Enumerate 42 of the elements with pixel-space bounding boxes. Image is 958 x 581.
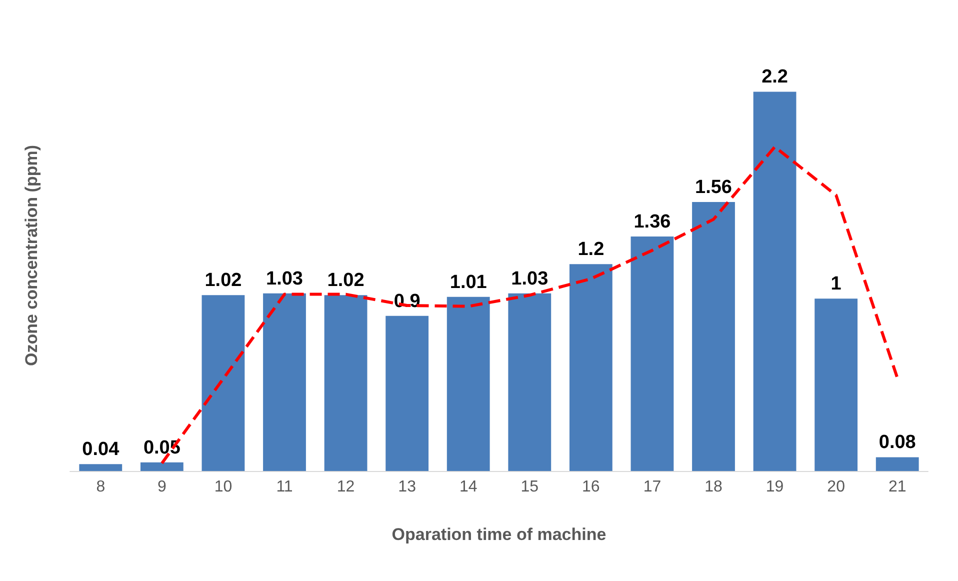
data-label: 1.36 bbox=[634, 212, 671, 233]
bar bbox=[263, 293, 306, 471]
data-label: 1.01 bbox=[450, 272, 488, 293]
data-label: 1.03 bbox=[266, 268, 303, 290]
data-label: 1 bbox=[830, 274, 842, 295]
data-label: 1.02 bbox=[204, 270, 242, 292]
bar bbox=[140, 462, 184, 471]
data-label: 1.2 bbox=[578, 239, 604, 260]
bar bbox=[692, 202, 735, 471]
data-label: 0.04 bbox=[82, 439, 120, 460]
bar bbox=[202, 295, 245, 471]
x-tick-label: 20 bbox=[827, 478, 846, 496]
data-label: 2.2 bbox=[762, 66, 788, 88]
y-axis-title: Ozone concentration (ppm) bbox=[22, 145, 41, 366]
bar bbox=[753, 92, 796, 471]
data-label: 1.03 bbox=[511, 268, 548, 290]
x-tick-label: 8 bbox=[96, 478, 106, 496]
bar bbox=[630, 236, 674, 471]
x-tick-label: 19 bbox=[766, 478, 784, 496]
bar bbox=[79, 464, 122, 471]
bar bbox=[814, 298, 858, 471]
data-label: 1.02 bbox=[327, 270, 364, 292]
x-tick-label: 14 bbox=[459, 478, 478, 496]
bar bbox=[569, 264, 612, 471]
bar bbox=[386, 316, 429, 471]
x-tick-label: 21 bbox=[888, 478, 906, 496]
x-tick-label: 9 bbox=[157, 478, 166, 496]
x-tick-label: 12 bbox=[336, 478, 355, 496]
x-tick-label: 15 bbox=[520, 478, 539, 496]
x-tick-label: 18 bbox=[704, 478, 722, 496]
x-tick-label: 13 bbox=[398, 478, 416, 496]
x-axis-title: Oparation time of machine bbox=[392, 525, 606, 544]
bar bbox=[876, 457, 919, 471]
bar bbox=[446, 296, 490, 471]
data-label: 0.08 bbox=[878, 432, 916, 454]
bar bbox=[324, 295, 368, 471]
x-tick-label: 16 bbox=[582, 478, 600, 496]
bar bbox=[508, 293, 552, 471]
x-tick-label: 17 bbox=[643, 478, 662, 496]
data-label: 1.56 bbox=[695, 177, 732, 198]
x-tick-label: 11 bbox=[276, 478, 293, 496]
x-tick-label: 10 bbox=[214, 478, 232, 496]
